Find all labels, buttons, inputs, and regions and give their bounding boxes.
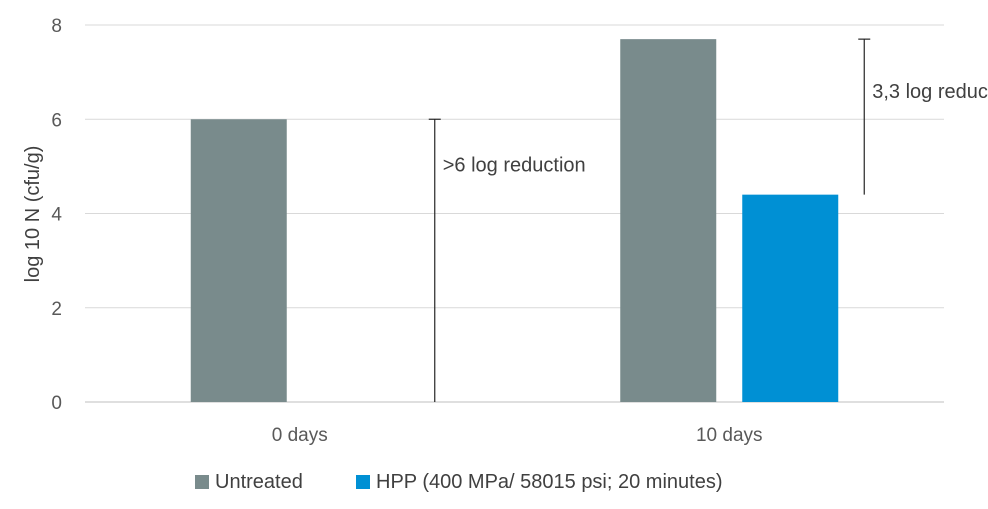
y-axis-ticks: 0 2 4 6 8 <box>51 16 62 414</box>
y-tick-label: 4 <box>51 205 62 226</box>
bar <box>190 119 287 402</box>
x-tick-label: 0 days <box>272 425 328 446</box>
legend-label: Untreated <box>215 471 303 493</box>
legend-label: HPP (400 MPa/ 58015 psi; 20 minutes) <box>376 471 722 493</box>
y-tick-label: 0 <box>51 393 62 414</box>
x-tick-label: 10 days <box>696 425 763 446</box>
legend-swatch <box>356 475 370 489</box>
bar <box>620 39 717 402</box>
annotation-label: >6 log reduction <box>443 154 586 176</box>
y-axis-label: log 10 N (cfu/g) <box>22 146 44 283</box>
annotation-label: 3,3 log reduction <box>872 81 988 103</box>
y-tick-label: 6 <box>51 110 62 131</box>
bars <box>190 39 839 402</box>
legend: Untreated HPP (400 MPa/ 58015 psi; 20 min… <box>195 471 722 493</box>
x-axis-ticks: 0 days 10 days <box>272 425 763 446</box>
y-tick-label: 8 <box>51 16 62 37</box>
bar <box>742 194 839 402</box>
y-tick-label: 2 <box>51 299 62 320</box>
legend-swatch <box>195 475 209 489</box>
reduction-lines <box>428 38 871 402</box>
annotations: >6 log reduction 3,3 log reduction <box>443 81 988 176</box>
